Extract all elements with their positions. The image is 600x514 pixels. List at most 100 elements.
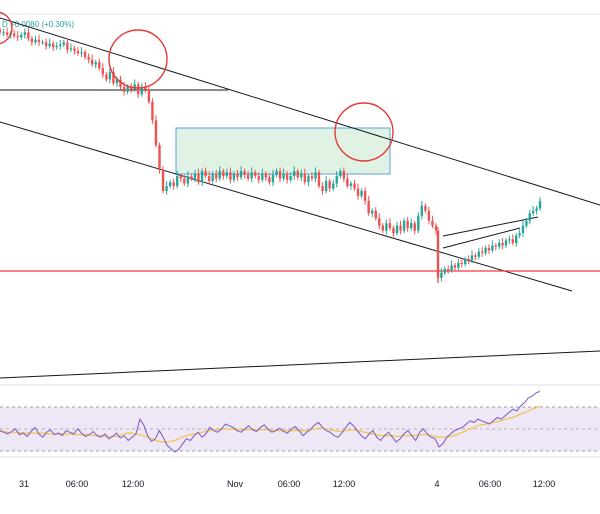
candle-body (204, 171, 207, 177)
candle-body (339, 171, 342, 177)
candle-body (332, 183, 335, 189)
candle-body (66, 42, 69, 50)
candle-body (402, 220, 406, 231)
candle-body (511, 239, 514, 243)
candle-body (30, 38, 34, 43)
candle-body (374, 210, 377, 219)
x-tick-label: 06:00 (278, 479, 301, 489)
rsi-line (0, 390, 541, 453)
candle-body (73, 48, 76, 51)
candle-body (94, 62, 97, 65)
candle-body (243, 171, 246, 175)
candle-body (285, 173, 289, 180)
candles-group (0, 27, 542, 283)
candle-body (399, 225, 402, 231)
wedge-lower[interactable] (442, 227, 521, 249)
candle-body (133, 84, 136, 90)
candle-body (186, 176, 190, 184)
candle-body (385, 223, 388, 231)
candle-body (532, 210, 535, 214)
candle-body (484, 247, 487, 253)
descending-channel-lower[interactable] (0, 121, 573, 292)
candle-body (498, 243, 501, 247)
candle-body (51, 43, 55, 48)
candle-body (83, 52, 87, 58)
wedge-upper[interactable] (442, 216, 539, 237)
candle-body (144, 86, 147, 90)
candle-body (464, 259, 467, 265)
candle-body (420, 205, 424, 216)
candle-body (197, 173, 200, 183)
candle-body (168, 182, 172, 186)
consolidation-box[interactable] (175, 127, 391, 175)
candle-body (232, 173, 236, 180)
candle-body (535, 208, 538, 211)
candle-body (257, 176, 260, 180)
candle-body (98, 62, 101, 69)
x-tick-label: 12:00 (533, 479, 556, 489)
candle-body (317, 172, 321, 186)
candle-body (278, 171, 282, 179)
candle-body (303, 173, 307, 183)
candle-body (147, 89, 151, 102)
candle-body (487, 247, 491, 251)
candle-body (90, 59, 94, 65)
descending-channel-upper[interactable] (0, 17, 600, 206)
candle-body (501, 243, 504, 246)
candle-body (310, 176, 314, 179)
candle-body (494, 245, 497, 247)
candle-body (356, 188, 360, 196)
candle-body (236, 173, 239, 178)
candle-body (137, 84, 140, 95)
candle-body (87, 57, 90, 60)
candle-body (293, 171, 296, 177)
x-axis: 31 06:00 12:00 Nov 06:00 12:00 4 06:00 1… (19, 479, 555, 489)
candle-body (268, 177, 271, 183)
candle-body (307, 176, 310, 183)
candle-body (261, 173, 264, 180)
candle-body (296, 171, 299, 178)
candle-body (447, 269, 450, 271)
candle-body (76, 50, 80, 54)
highlight-circle-right[interactable] (334, 102, 394, 162)
candle-body (34, 39, 37, 43)
candle-body (427, 210, 431, 221)
candle-body (193, 173, 197, 179)
price-pane (0, 11, 600, 379)
candle-body (289, 176, 292, 180)
candle-body (239, 171, 243, 178)
candle-body (271, 174, 275, 183)
candle-body (179, 176, 182, 179)
x-tick-label: Nov (227, 479, 244, 489)
candle-body (474, 255, 477, 257)
candle-body (2, 32, 5, 34)
candle-body (282, 173, 285, 179)
long-rising-trendline[interactable] (0, 350, 600, 379)
price-change-label: D +0.0080 (+0.30%) (2, 20, 75, 29)
candle-body (409, 223, 413, 229)
highlight-circle-mid[interactable] (108, 29, 168, 89)
candle-body (440, 272, 443, 278)
candle-body (406, 220, 409, 229)
candle-body (335, 176, 338, 184)
candle-body (48, 43, 51, 46)
candle-body (37, 39, 41, 43)
candle-body (222, 171, 225, 177)
candle-body (467, 259, 470, 261)
candle-body (12, 33, 16, 37)
candle-body (218, 171, 221, 179)
candle-body (508, 239, 511, 241)
rsi-pane (0, 390, 600, 453)
candle-body (207, 176, 211, 182)
candle-body (321, 186, 324, 191)
candle-body (0, 29, 2, 33)
candle-body (44, 42, 48, 46)
candle-body (324, 181, 328, 191)
candle-body (353, 183, 356, 189)
highlight-circle-left[interactable] (0, 11, 13, 45)
candle-body (424, 205, 427, 211)
candle-body (119, 79, 122, 87)
candle-body (23, 32, 27, 35)
candle-body (62, 42, 66, 45)
